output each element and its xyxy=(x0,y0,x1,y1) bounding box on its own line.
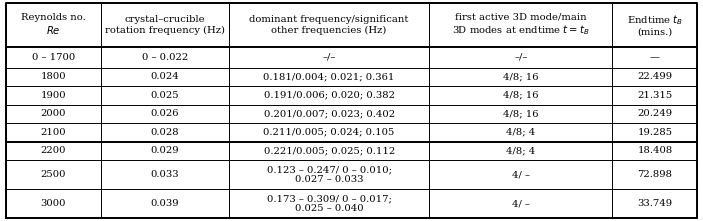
Text: 1800: 1800 xyxy=(40,72,66,82)
Text: 1900: 1900 xyxy=(40,91,66,100)
Text: 0.033: 0.033 xyxy=(150,170,179,179)
Text: 22.499: 22.499 xyxy=(638,72,673,82)
Text: 2000: 2000 xyxy=(41,109,66,118)
Text: 4/8; 4: 4/8; 4 xyxy=(506,128,536,137)
Text: 0 – 1700: 0 – 1700 xyxy=(32,53,75,62)
Text: Reynolds no.
$Re$: Reynolds no. $Re$ xyxy=(21,13,86,36)
Text: 21.315: 21.315 xyxy=(637,91,673,100)
Text: 2500: 2500 xyxy=(41,170,66,179)
Text: dominant frequency/significant
other frequencies (Hz): dominant frequency/significant other fre… xyxy=(250,15,409,34)
Text: –/–: –/– xyxy=(514,53,527,62)
Text: —: — xyxy=(650,53,660,62)
Text: 20.249: 20.249 xyxy=(638,109,673,118)
Text: 0.039: 0.039 xyxy=(150,199,179,208)
Text: 0.025: 0.025 xyxy=(150,91,179,100)
Text: 0.181/0.004; 0.021; 0.361: 0.181/0.004; 0.021; 0.361 xyxy=(264,72,395,82)
Text: 4/8; 4: 4/8; 4 xyxy=(506,146,536,155)
Text: 18.408: 18.408 xyxy=(637,146,673,155)
Text: 2100: 2100 xyxy=(40,128,66,137)
Text: 0 – 0.022: 0 – 0.022 xyxy=(142,53,188,62)
Text: crystal–crucible
rotation frequency (Hz): crystal–crucible rotation frequency (Hz) xyxy=(105,15,225,34)
Text: 33.749: 33.749 xyxy=(638,199,673,208)
Text: 2200: 2200 xyxy=(41,146,66,155)
Text: 0.024: 0.024 xyxy=(150,72,179,82)
Text: 0.191/0.006; 0.020; 0.382: 0.191/0.006; 0.020; 0.382 xyxy=(264,91,394,100)
Text: Endtime $t_B$
(mins.): Endtime $t_B$ (mins.) xyxy=(627,13,683,37)
Text: 0.221/0.005; 0.025; 0.112: 0.221/0.005; 0.025; 0.112 xyxy=(264,146,395,155)
Text: 0.123 – 0.247/ 0 – 0.010;
0.027 – 0.033: 0.123 – 0.247/ 0 – 0.010; 0.027 – 0.033 xyxy=(266,165,392,184)
Text: 4/8; 16: 4/8; 16 xyxy=(503,72,538,82)
Text: 0.029: 0.029 xyxy=(150,146,179,155)
Text: 4/8; 16: 4/8; 16 xyxy=(503,91,538,100)
Text: 0.211/0.005; 0.024; 0.105: 0.211/0.005; 0.024; 0.105 xyxy=(264,128,395,137)
Text: –/–: –/– xyxy=(323,53,336,62)
Text: 0.173 – 0.309/ 0 – 0.017;
0.025 – 0.040: 0.173 – 0.309/ 0 – 0.017; 0.025 – 0.040 xyxy=(266,194,392,213)
Text: 0.201/0.007; 0.023; 0.402: 0.201/0.007; 0.023; 0.402 xyxy=(264,109,394,118)
Text: 0.028: 0.028 xyxy=(150,128,179,137)
Text: 0.026: 0.026 xyxy=(150,109,179,118)
Text: 3000: 3000 xyxy=(41,199,66,208)
Text: 4/8; 16: 4/8; 16 xyxy=(503,109,538,118)
Text: 4/ –: 4/ – xyxy=(512,199,530,208)
Text: 4/ –: 4/ – xyxy=(512,170,530,179)
Text: first active 3D mode/main
3D modes at endtime $t = t_B$: first active 3D mode/main 3D modes at en… xyxy=(452,12,590,37)
Text: 72.898: 72.898 xyxy=(638,170,672,179)
Text: 19.285: 19.285 xyxy=(638,128,673,137)
